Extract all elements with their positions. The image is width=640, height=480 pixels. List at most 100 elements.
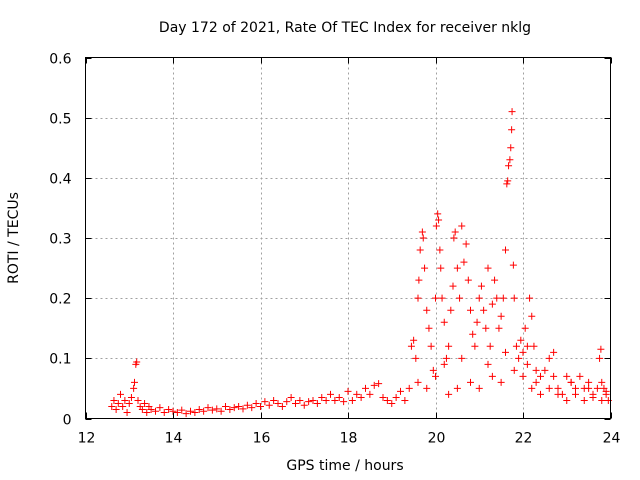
data-point (383, 396, 391, 404)
y-axis-ticks: 0 0.1 0.2 0.3 0.4 0.5 0.6 (49, 52, 611, 429)
data-point (482, 324, 490, 332)
data-point (563, 372, 571, 380)
data-point (580, 396, 588, 404)
data-point (537, 390, 544, 398)
data-point (226, 405, 234, 413)
data-point (458, 222, 466, 230)
data-point (270, 396, 278, 404)
data-point (261, 398, 269, 406)
data-point (305, 398, 313, 406)
data-point (252, 399, 260, 407)
data-point (451, 228, 459, 236)
data-point (519, 348, 527, 356)
data-point (497, 312, 505, 320)
data-point (532, 366, 540, 374)
data-point (379, 393, 387, 401)
data-point (596, 354, 604, 362)
data-point (127, 393, 135, 401)
data-point (265, 401, 273, 409)
data-point (537, 372, 544, 380)
data-point (442, 354, 450, 362)
data-point (119, 402, 127, 410)
data-point (545, 354, 553, 362)
y-tick-label: 0.4 (49, 172, 71, 188)
data-point (464, 276, 472, 284)
data-point (160, 408, 168, 416)
data-point (484, 264, 492, 272)
data-point (554, 390, 562, 398)
data-point (530, 342, 538, 350)
data-point (585, 384, 593, 392)
y-tick-label: 0.6 (49, 52, 71, 68)
data-point (112, 405, 120, 413)
data-point (331, 396, 339, 404)
data-point (473, 318, 481, 326)
data-point (353, 390, 361, 398)
data-point (475, 384, 483, 392)
data-point (414, 294, 422, 302)
y-tick-label: 0.5 (49, 112, 71, 128)
data-point (508, 108, 516, 116)
data-point (292, 399, 299, 407)
data-point (366, 390, 374, 398)
data-point (178, 406, 186, 414)
data-point (133, 358, 141, 366)
data-point (274, 399, 282, 407)
data-point (362, 384, 369, 392)
data-point (217, 407, 225, 415)
data-point (598, 396, 606, 404)
data-point (143, 408, 151, 416)
data-point (467, 378, 474, 386)
data-point (477, 282, 485, 290)
data-point (507, 144, 515, 152)
data-point (243, 401, 251, 409)
data-point (460, 258, 468, 266)
data-point (187, 407, 194, 415)
data-point (318, 393, 326, 401)
data-point (141, 399, 149, 407)
data-point (414, 378, 422, 386)
data-point (138, 405, 146, 413)
data-point (453, 264, 461, 272)
data-point (532, 378, 540, 386)
data-point (300, 401, 308, 409)
data-point (503, 180, 511, 188)
data-point (213, 405, 221, 413)
data-point (598, 378, 606, 386)
data-point (506, 156, 514, 164)
data-point (327, 390, 334, 398)
data-point (419, 234, 427, 242)
data-point (523, 360, 531, 368)
data-point (467, 306, 474, 314)
data-point (450, 234, 458, 242)
data-point (572, 390, 579, 398)
x-axis-ticks: 12 14 16 18 20 22 24 (78, 57, 621, 447)
data-point (147, 405, 155, 413)
data-point (563, 396, 571, 404)
x-axis-title: GPS time / hours (286, 458, 403, 474)
data-points (108, 108, 612, 418)
data-point (512, 342, 520, 350)
data-point (469, 330, 477, 338)
data-point (421, 264, 429, 272)
data-point (412, 354, 420, 362)
data-point (388, 399, 396, 407)
x-tick-label: 14 (165, 431, 183, 447)
data-point (108, 402, 116, 410)
x-tick-label: 24 (603, 431, 621, 447)
data-point (401, 396, 409, 404)
data-point (397, 387, 404, 395)
y-tick-label: 0.1 (49, 352, 71, 368)
data-point (407, 342, 415, 350)
data-point (471, 342, 479, 350)
data-point (429, 366, 437, 374)
data-point (370, 381, 378, 389)
data-point (425, 324, 433, 332)
data-point (152, 407, 159, 415)
data-point (222, 402, 229, 410)
data-point (488, 372, 496, 380)
x-tick-label: 12 (78, 431, 96, 447)
data-point (239, 405, 247, 413)
data-point (440, 360, 448, 368)
